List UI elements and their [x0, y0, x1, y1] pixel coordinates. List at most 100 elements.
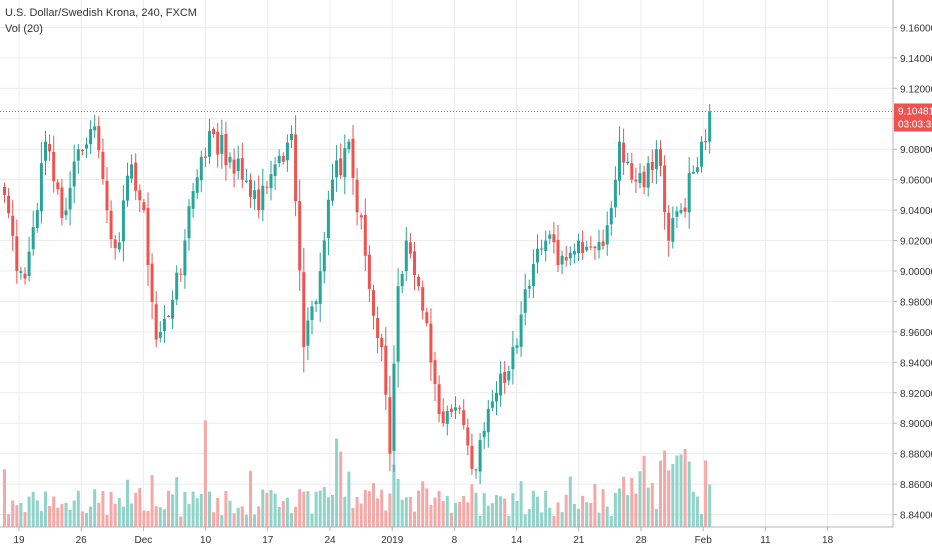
volume-bar: [458, 502, 462, 527]
volume-bar: [613, 492, 617, 527]
candle-down: [97, 126, 101, 151]
candle-down: [363, 214, 367, 256]
volume-bar: [536, 496, 539, 527]
candle-up: [183, 240, 187, 276]
volume-bar: [445, 495, 449, 527]
volume-bar: [322, 487, 326, 527]
volume-bar: [630, 477, 634, 527]
volume-bar: [39, 511, 43, 527]
price-tick-label: 8.98000: [900, 297, 932, 308]
candle-down: [138, 190, 142, 201]
candle-down: [212, 128, 216, 135]
candle-up: [519, 314, 523, 347]
volume-bar: [605, 506, 609, 527]
candle-up: [700, 141, 703, 167]
candle-down: [11, 215, 15, 236]
volume-bar: [56, 507, 60, 527]
volume-bar: [195, 498, 199, 527]
candle-up: [675, 211, 679, 217]
volume-bar: [228, 500, 232, 527]
candle-down: [462, 410, 466, 426]
time-tick-label: Feb: [695, 535, 713, 546]
candle-down: [240, 158, 244, 180]
volume-bar: [80, 511, 84, 527]
volume-bar: [85, 512, 88, 527]
candle-down: [642, 171, 646, 188]
candle-down: [650, 161, 654, 171]
candle-down: [232, 159, 236, 174]
candle-down: [224, 133, 228, 166]
volume-bar: [101, 491, 105, 527]
time-tick-label: 28: [635, 535, 647, 546]
candle-up: [326, 199, 330, 239]
volume-bar: [121, 506, 125, 527]
volume-bar: [138, 488, 142, 527]
price-tick-label: 9.16000: [900, 23, 932, 34]
volume-bar: [695, 496, 699, 527]
grid-lines: [0, 0, 893, 527]
candle-down: [503, 371, 507, 383]
candle-down: [355, 179, 359, 213]
volume-bar: [609, 516, 613, 527]
volume-bar: [384, 510, 388, 527]
time-tick-label: 11: [760, 535, 771, 546]
candle-up: [269, 174, 273, 189]
volume-bar: [601, 489, 605, 527]
candle-up: [68, 187, 72, 210]
volume-bar: [187, 504, 191, 527]
candle-down: [359, 215, 363, 218]
volume-bar: [269, 490, 273, 527]
volume-bar: [35, 500, 39, 527]
candle-down: [249, 179, 252, 197]
volume-bar: [3, 469, 6, 527]
volume-bar: [15, 505, 19, 527]
candle-up: [392, 363, 396, 451]
candle-down: [265, 186, 269, 188]
price-badge-background: [894, 103, 932, 132]
candle-down: [351, 138, 355, 178]
candle-down: [433, 360, 437, 385]
volume-bar: [183, 491, 187, 527]
candle-up: [244, 180, 248, 182]
candle-up: [691, 172, 695, 174]
volume-bar: [540, 512, 544, 527]
time-tick-label: 21: [573, 535, 585, 546]
volume-bar: [310, 513, 314, 527]
candle-down: [437, 384, 441, 415]
volume-bar: [146, 510, 150, 527]
volume-bar: [93, 489, 97, 527]
volume-bar: [671, 464, 675, 527]
time-tick-label: 17: [262, 535, 274, 546]
candle-up: [261, 185, 265, 211]
volume-bar: [244, 514, 248, 527]
price-tick-label: 9.02000: [900, 237, 932, 248]
volume-bar: [392, 464, 396, 527]
candle-down: [663, 165, 667, 213]
candle-down: [667, 212, 671, 241]
candle-down: [564, 257, 568, 261]
candle-up: [478, 440, 482, 472]
volume-bar: [60, 504, 64, 527]
volume-bar: [429, 504, 433, 527]
candle-down: [80, 149, 84, 152]
volume-bar: [318, 490, 322, 527]
candle-up: [572, 251, 576, 255]
candle-down: [413, 251, 416, 276]
volume-bar: [597, 512, 601, 527]
candle-up: [679, 210, 683, 213]
candle-up: [228, 156, 232, 163]
candle-up: [318, 271, 322, 304]
candle-up: [597, 242, 601, 251]
volume-bar: [236, 507, 240, 527]
volume-bar: [154, 506, 158, 527]
candle-up: [605, 225, 609, 245]
volume-bar: [220, 515, 224, 527]
candle-up: [162, 318, 166, 332]
volume-bar: [404, 497, 408, 527]
candle-up: [708, 111, 712, 142]
volume-bar: [433, 497, 437, 527]
candle-up: [404, 240, 408, 272]
volume-bar: [531, 490, 535, 527]
